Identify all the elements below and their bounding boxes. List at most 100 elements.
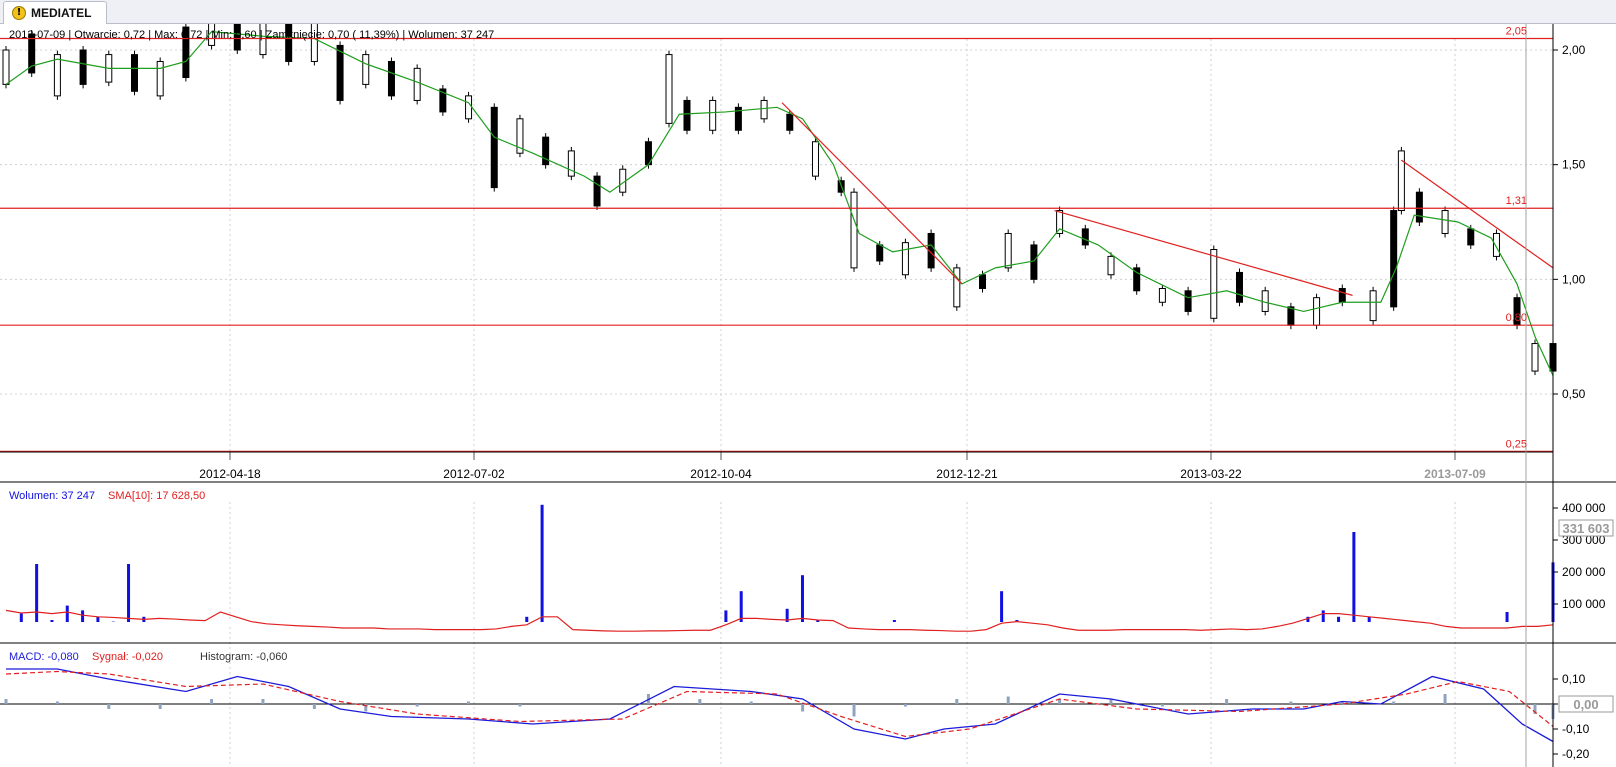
y-tick-label: 0,50	[1562, 387, 1586, 401]
candle-body	[285, 24, 293, 62]
y-tick-label: 1,50	[1562, 158, 1586, 172]
macd-histogram-bar	[1225, 699, 1229, 704]
candle-body	[1184, 290, 1192, 312]
trend-line	[1401, 159, 1554, 269]
macd-histogram-bar	[801, 704, 805, 712]
macd-histogram-bar	[955, 699, 959, 704]
candle-body	[953, 267, 961, 308]
candle-body	[683, 99, 691, 131]
macd-histogram-bar	[467, 701, 471, 704]
volume-bar	[1352, 532, 1356, 622]
candle-body	[336, 44, 344, 101]
volume-bar	[739, 591, 743, 622]
volume-bar	[1367, 616, 1371, 622]
x-tick-label: 2013-03-22	[1180, 467, 1242, 481]
volume-bar	[1337, 616, 1341, 622]
candle-body	[567, 150, 575, 177]
candle-body	[786, 113, 794, 131]
price-info-line: 2013-07-09 | Otwarcie: 0,72 | Max: 0,72 …	[9, 29, 494, 41]
volume-bar	[1505, 612, 1509, 622]
candle-body	[1441, 210, 1449, 234]
tab-label: MEDIATEL	[31, 6, 92, 20]
candle-body	[901, 242, 909, 276]
volume-bar	[1306, 616, 1310, 622]
x-tick-label: 2012-12-21	[936, 467, 998, 481]
candle-body	[1235, 271, 1243, 303]
candle-body	[182, 26, 190, 79]
candle-body	[734, 106, 742, 131]
macd-signal-line	[5, 670, 1554, 738]
macd-legend: MACD: -0,080	[9, 651, 79, 663]
candle-body	[1030, 244, 1038, 280]
macd-histogram-bar	[210, 699, 214, 704]
macd-histogram-bar	[107, 704, 111, 709]
macd-histogram-bar	[1006, 696, 1010, 704]
candle-body	[1492, 232, 1500, 257]
volume-sma-line	[5, 609, 1554, 632]
x-tick-label: 2012-04-18	[199, 467, 261, 481]
volume-sma-legend: SMA[10]: 17 628,50	[108, 490, 205, 502]
macd-value-box	[1558, 695, 1614, 713]
macd-histogram-bar	[55, 701, 59, 704]
macd-histogram-bar	[698, 699, 702, 704]
x-tick-label: 2013-07-09	[1424, 467, 1486, 481]
candle-body	[1107, 255, 1115, 276]
macd-histogram-bar	[749, 701, 753, 704]
volume-bar	[724, 610, 728, 622]
macd-histogram-bar	[518, 704, 522, 707]
volume-bar	[127, 564, 131, 622]
macd-tick-label: -0,20	[1562, 747, 1590, 761]
candle-body	[1158, 288, 1166, 303]
candle-body	[1287, 306, 1295, 326]
candle-body	[1415, 191, 1423, 223]
candle-body	[208, 24, 216, 46]
trend-line	[1054, 209, 1353, 296]
candle-body	[2, 49, 10, 85]
candle-body	[1338, 288, 1346, 303]
y-tick-label: 2,00	[1562, 43, 1586, 57]
candle-body	[619, 168, 627, 193]
macd-histogram-bar	[1289, 701, 1293, 704]
candle-body	[439, 88, 447, 113]
volume-bar	[19, 613, 23, 622]
y-tick-label: 1,00	[1562, 272, 1586, 286]
macd-histogram-bar	[1109, 699, 1113, 704]
candle-body	[760, 99, 768, 120]
macd-histogram-bar	[903, 704, 907, 707]
candle-body	[1210, 249, 1218, 319]
candle-body	[413, 67, 421, 101]
support-level-label: 2,05	[1506, 26, 1527, 38]
candle-body	[1531, 343, 1539, 372]
candle-body	[1397, 150, 1405, 212]
volume-tick-label: 100 000	[1562, 597, 1606, 611]
tab-mediatel[interactable]: ! MEDIATEL	[3, 1, 107, 24]
volume-bar	[96, 616, 100, 622]
candle-body	[850, 191, 858, 269]
volume-bar	[50, 620, 54, 622]
volume-tick-label: 400 000	[1562, 501, 1606, 515]
candle-body	[53, 54, 61, 97]
macd-histogram-bar	[261, 699, 265, 704]
volume-bar	[525, 616, 529, 622]
trend-line	[781, 102, 963, 285]
candle-body	[79, 49, 87, 85]
warning-icon: !	[12, 6, 26, 20]
volume-tick-label: 200 000	[1562, 565, 1606, 579]
candle-body	[387, 60, 395, 97]
support-level-label: 0,80	[1506, 312, 1527, 324]
volume-bar	[1000, 591, 1004, 622]
x-tick-label: 2012-07-02	[443, 467, 505, 481]
candle-body	[1390, 210, 1398, 308]
candle-body	[542, 136, 550, 166]
macd-tick-label: -0,10	[1562, 722, 1590, 736]
volume-bar	[1321, 610, 1325, 622]
candle-body	[130, 54, 138, 92]
chart-canvas[interactable]: 2,05 1,31 0,80 0,25 2012-04-18 2012-07-02 2012…	[0, 24, 1616, 767]
macd-value-label: 0,00	[1573, 697, 1598, 712]
macd-histogram-bar	[364, 704, 368, 712]
volume-bar	[892, 620, 896, 622]
candle-body	[465, 95, 473, 120]
volume-bar	[785, 608, 789, 622]
macd-histogram-bar	[1392, 701, 1396, 704]
candle-body	[665, 54, 673, 124]
